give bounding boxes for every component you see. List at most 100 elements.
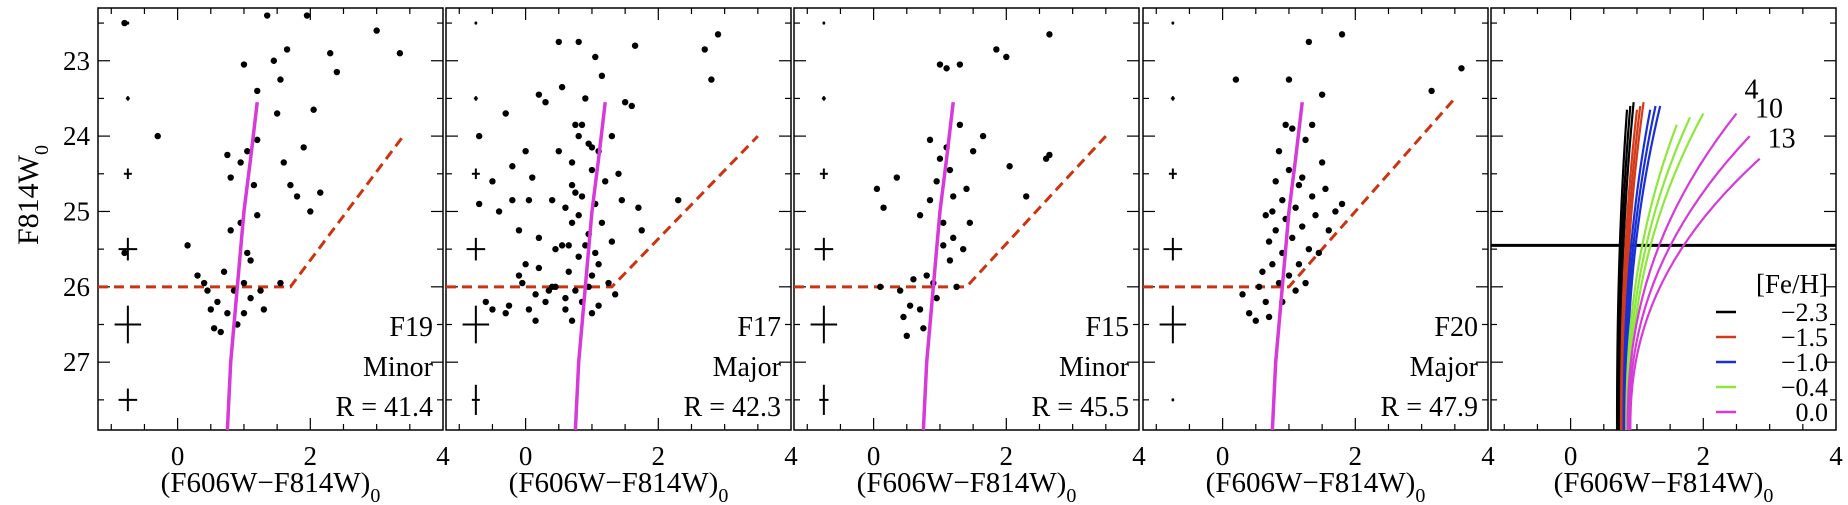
star-point	[936, 61, 944, 68]
star-point	[396, 50, 404, 57]
star-point	[525, 196, 533, 204]
star-point	[1338, 31, 1346, 38]
star-point	[572, 189, 579, 196]
star-point	[1308, 121, 1316, 129]
star-point	[1255, 283, 1263, 291]
star-point	[588, 309, 596, 317]
star-point	[993, 46, 1000, 53]
star-point	[877, 283, 884, 291]
star-point	[1292, 287, 1299, 294]
y-axis-label: F814W0	[12, 145, 53, 245]
star-point	[966, 219, 974, 226]
x-axis-label-sub: 0	[718, 485, 728, 505]
star-point	[220, 268, 228, 275]
star-point	[956, 121, 964, 129]
x-tick-label: 2	[1349, 441, 1363, 471]
field-label: F19	[389, 312, 433, 343]
star-point	[1315, 249, 1323, 257]
star-point	[542, 298, 549, 306]
star-point	[1275, 279, 1283, 287]
y-tick-label: 23	[63, 46, 90, 76]
star-point	[254, 212, 261, 219]
legend-entry: −0.4	[1781, 373, 1828, 402]
star-point	[572, 287, 579, 294]
star-point	[611, 291, 619, 298]
star-point	[283, 46, 291, 53]
star-point	[535, 264, 543, 272]
star-point	[310, 106, 317, 113]
svg-text:F814W0: F814W0	[12, 145, 53, 245]
star-point	[227, 227, 234, 234]
star-point	[959, 245, 967, 253]
star-point	[515, 227, 523, 234]
star-point	[502, 110, 509, 117]
x-tick-label: 4	[436, 441, 450, 471]
merger-type-label: Minor	[363, 352, 434, 383]
star-point	[273, 110, 281, 117]
star-point	[1338, 200, 1346, 208]
star-point	[943, 65, 950, 72]
x-tick-label: 4	[784, 441, 798, 471]
star-point	[873, 185, 881, 193]
star-point	[277, 76, 284, 83]
star-point	[910, 276, 917, 283]
x-axis-label-sub: 0	[370, 485, 380, 505]
star-point	[588, 272, 596, 279]
star-point	[916, 212, 924, 219]
age-label: 13	[1768, 123, 1796, 154]
star-point	[940, 219, 947, 226]
star-point	[926, 196, 934, 204]
y-tick-label: 24	[63, 121, 91, 151]
x-tick-label: 0	[1216, 441, 1230, 471]
star-point	[903, 332, 910, 340]
field-label: F15	[1085, 312, 1129, 343]
star-point	[529, 174, 536, 181]
star-point	[224, 151, 231, 159]
star-point	[906, 302, 914, 309]
star-point	[535, 91, 543, 98]
star-point	[714, 31, 722, 38]
star-point	[277, 279, 284, 287]
star-point	[936, 155, 944, 162]
x-tick-label: 0	[171, 441, 185, 471]
star-point	[631, 42, 639, 49]
merger-type-label: Minor	[1059, 352, 1130, 383]
star-point	[200, 279, 208, 287]
star-point	[940, 242, 947, 249]
y-tick-label: 26	[63, 272, 90, 302]
star-point	[562, 204, 569, 211]
star-point	[558, 242, 566, 249]
x-axis-label-main: (F606W−F814W)	[1206, 467, 1416, 499]
completeness-line	[98, 135, 405, 289]
star-point	[475, 200, 483, 208]
star-point	[565, 268, 572, 275]
star-point	[333, 68, 341, 76]
x-axis-label-main: (F606W−F814W)	[1554, 467, 1764, 499]
x-tick-label: 2	[1697, 441, 1711, 471]
star-point	[254, 87, 261, 95]
x-tick-label: 2	[652, 441, 666, 471]
star-point	[1325, 227, 1332, 234]
star-point	[509, 163, 516, 170]
completeness-line	[794, 135, 1107, 289]
merger-type-label: Major	[713, 352, 782, 383]
star-point	[916, 306, 924, 313]
star-point	[562, 294, 569, 302]
isochrone-curve	[1617, 105, 1632, 431]
star-point	[1458, 65, 1465, 72]
star-point	[1428, 87, 1435, 95]
star-point	[1289, 234, 1296, 242]
isochrone-curve	[921, 101, 955, 431]
x-axis-label: (F606W−F814W)0	[1554, 467, 1774, 505]
star-point	[608, 238, 616, 245]
star-point	[582, 242, 589, 249]
star-point	[628, 102, 635, 110]
star-point	[675, 196, 682, 204]
star-point	[121, 249, 128, 257]
star-point	[1305, 38, 1313, 46]
star-point	[522, 261, 529, 268]
legend-entry: −1.5	[1781, 323, 1828, 352]
star-point	[893, 174, 901, 181]
star-point	[1252, 317, 1259, 324]
